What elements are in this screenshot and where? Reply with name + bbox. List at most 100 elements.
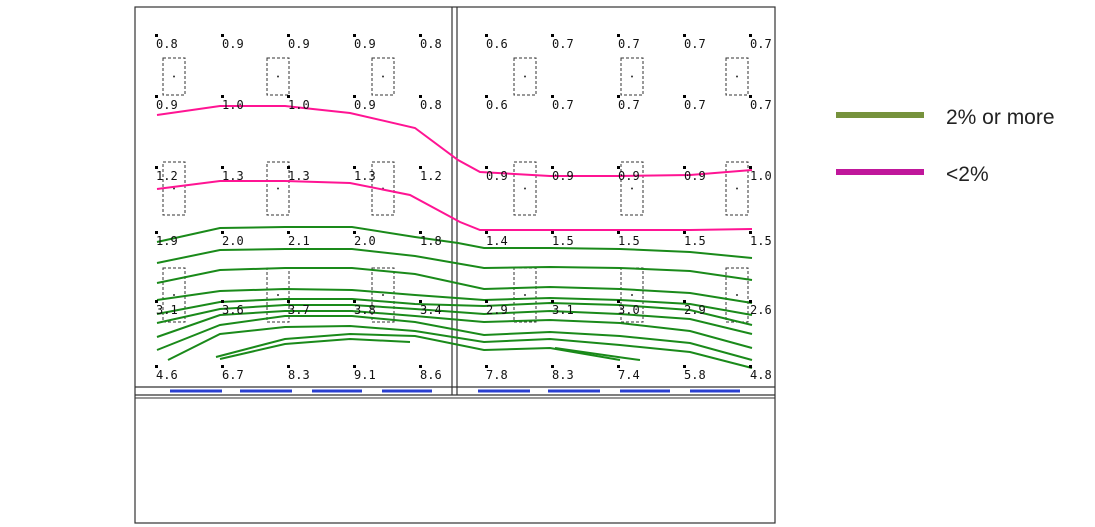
grid-point-marker xyxy=(287,365,290,368)
daylight-factor-value: 8.3 xyxy=(288,368,310,382)
daylight-factor-value: 0.7 xyxy=(552,98,574,112)
daylight-factor-value: 1.9 xyxy=(156,234,178,248)
luminaire-centre-dot xyxy=(173,187,175,190)
daylight-factor-value: 0.7 xyxy=(750,98,772,112)
contour-ge2 xyxy=(156,298,753,326)
contour-ge2 xyxy=(219,337,411,360)
luminaire-centre-dot xyxy=(277,75,279,78)
grid-point-marker xyxy=(287,166,290,169)
grid-point-marker xyxy=(551,300,554,303)
contour-ge2 xyxy=(156,315,753,361)
legend: 2% or more <2% xyxy=(836,106,1055,186)
daylight-factor-value: 7.4 xyxy=(618,368,640,382)
grid-point-marker xyxy=(683,34,686,37)
grid-point-marker xyxy=(287,95,290,98)
luminaire xyxy=(266,161,290,216)
luminaire xyxy=(725,57,749,96)
luminaire-centre-dot xyxy=(524,294,526,296)
daylight-factor-value: 0.6 xyxy=(486,98,508,112)
grid-point-marker xyxy=(419,166,422,169)
daylight-factor-value: 4.8 xyxy=(750,368,772,382)
daylight-factor-value: 2.1 xyxy=(288,234,310,248)
luminaire xyxy=(371,161,395,216)
daylight-factor-value: 1.2 xyxy=(420,169,442,183)
grid-point-marker xyxy=(551,166,554,169)
daylight-factor-value: 0.7 xyxy=(750,37,772,51)
grid-point-marker xyxy=(155,166,158,169)
daylight-factor-value: 2.0 xyxy=(354,234,376,248)
grid-point-marker xyxy=(485,34,488,37)
contour-ge2 xyxy=(215,332,621,361)
luminaire-centre-dot xyxy=(736,75,738,78)
daylight-factor-value: 0.7 xyxy=(684,98,706,112)
daylight-factor-value: 3.1 xyxy=(552,303,574,317)
daylight-factor-value: 3.1 xyxy=(156,303,178,317)
luminaire xyxy=(513,57,537,96)
daylight-factor-value: 0.9 xyxy=(552,169,574,183)
legend-label-lt2: <2% xyxy=(946,163,989,186)
daylight-factor-value: 0.9 xyxy=(486,169,508,183)
luminaire-centre-dot xyxy=(277,187,279,190)
luminaire-centre-dot xyxy=(173,75,175,78)
grid-point-marker xyxy=(617,300,620,303)
room-outline xyxy=(134,6,776,524)
daylight-factor-value: 0.9 xyxy=(684,169,706,183)
daylight-factor-value: 3.0 xyxy=(618,303,640,317)
grid-point-marker xyxy=(287,300,290,303)
grid-point-marker xyxy=(155,365,158,368)
grid-point-marker xyxy=(485,365,488,368)
grid-point-marker xyxy=(287,34,290,37)
grid-point-marker xyxy=(617,365,620,368)
luminaire-centre-dot xyxy=(277,294,279,296)
daylight-factor-value: 2.9 xyxy=(684,303,706,317)
grid-point-marker xyxy=(221,365,224,368)
grid-point-marker xyxy=(353,231,356,234)
daylight-factor-value: 1.8 xyxy=(420,234,442,248)
luminaire xyxy=(371,267,395,323)
daylight-factor-value: 1.4 xyxy=(486,234,508,248)
grid-point-marker xyxy=(749,231,752,234)
grid-point-marker xyxy=(683,300,686,303)
daylight-factor-value: 9.1 xyxy=(354,368,376,382)
grid-point-marker xyxy=(221,166,224,169)
grid-point-marker xyxy=(221,95,224,98)
grid-point-marker xyxy=(353,34,356,37)
daylight-factor-value: 3.6 xyxy=(222,303,244,317)
grid-point-marker xyxy=(221,231,224,234)
contour-ge2 xyxy=(156,310,753,349)
contour-ge2 xyxy=(156,248,753,281)
contour-ge2 xyxy=(156,226,753,259)
daylight-factor-value: 0.8 xyxy=(420,98,442,112)
daylight-factor-value: 1.5 xyxy=(684,234,706,248)
contour-ge2 xyxy=(156,287,753,316)
grid-point-marker xyxy=(155,95,158,98)
grid-point-marker xyxy=(683,231,686,234)
grid-point-marker xyxy=(749,166,752,169)
grid-point-marker xyxy=(617,166,620,169)
daylight-factor-value: 5.8 xyxy=(684,368,706,382)
grid-point-marker xyxy=(551,34,554,37)
luminaire xyxy=(162,267,186,323)
grid-point-marker xyxy=(749,95,752,98)
daylight-factor-value: 0.6 xyxy=(486,37,508,51)
luminaire-centre-dot xyxy=(631,294,633,296)
daylight-factor-value: 0.8 xyxy=(420,37,442,51)
daylight-factor-value: 0.9 xyxy=(354,37,376,51)
daylight-factor-value: 0.7 xyxy=(684,37,706,51)
daylight-factor-value: 0.7 xyxy=(552,37,574,51)
grid-point-marker xyxy=(419,95,422,98)
daylight-factor-value: 0.7 xyxy=(618,37,640,51)
daylight-factor-value: 1.2 xyxy=(156,169,178,183)
daylight-factor-value: 1.0 xyxy=(222,98,244,112)
daylight-factor-value: 1.5 xyxy=(552,234,574,248)
luminaire-centre-dot xyxy=(524,187,526,190)
luminaire xyxy=(620,57,644,96)
grid-point-marker xyxy=(485,95,488,98)
daylight-factor-value: 6.7 xyxy=(222,368,244,382)
grid-point-marker xyxy=(419,231,422,234)
daylight-factor-value: 3.7 xyxy=(288,303,310,317)
grid-point-marker xyxy=(551,95,554,98)
grid-point-marker xyxy=(749,365,752,368)
daylight-factor-value: 0.9 xyxy=(156,98,178,112)
luminaire xyxy=(620,161,644,216)
